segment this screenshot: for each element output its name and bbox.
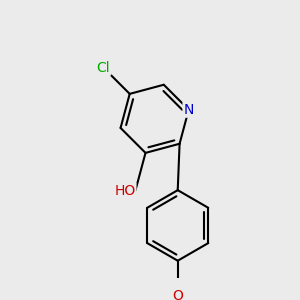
Text: Cl: Cl (97, 61, 110, 75)
Text: O: O (172, 289, 183, 300)
Text: HO: HO (114, 184, 135, 197)
Text: N: N (184, 103, 194, 117)
